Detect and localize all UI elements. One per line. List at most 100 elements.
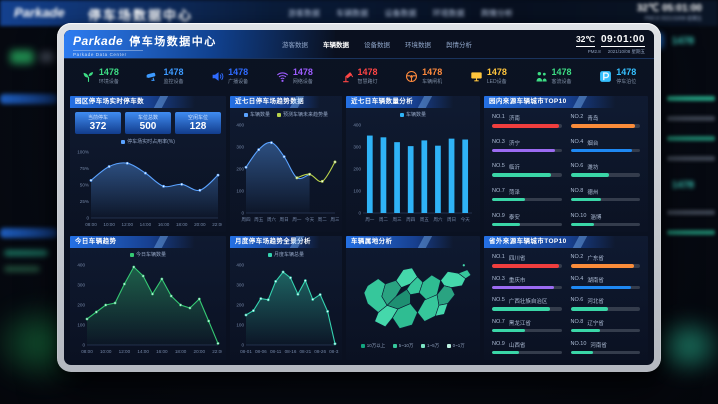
rank-bar — [492, 197, 562, 202]
svg-text:75%: 75% — [80, 166, 89, 171]
svg-text:12:00: 12:00 — [122, 222, 134, 227]
stat-item: 1478 环境设备 — [68, 67, 133, 85]
occupancy-line-chart: 100% 75% 50% 25% 008:00 10:00 12:00 14:00 16:00 1… — [77, 150, 222, 227]
rank-bar — [570, 350, 640, 354]
legend-item: 10万以上 — [361, 343, 385, 349]
wifi-icon — [276, 70, 289, 83]
region-name: 湖南省 — [587, 277, 604, 284]
region-name: 潍坊 — [587, 165, 599, 172]
top10-item[interactable]: NO.6 河北省 — [570, 297, 640, 311]
shandong-map[interactable] — [350, 259, 476, 341]
panel-header: 园区停车场实时停车数 — [70, 96, 226, 108]
top10-item[interactable]: NO.2 青岛 — [570, 114, 640, 128]
background-logo: Parkade — [14, 5, 65, 20]
nav-item-0[interactable]: 游客数据 — [282, 42, 308, 49]
top10-item[interactable]: NO.3 重庆市 — [492, 276, 562, 290]
background-blur-shape — [0, 94, 58, 104]
top10-item[interactable]: NO.7 菏泽 — [492, 188, 562, 202]
svg-text:周五: 周五 — [254, 217, 264, 223]
stat-label: 客流设备 — [551, 78, 572, 85]
top10-item[interactable]: NO.1 四川省 — [492, 254, 562, 268]
svg-text:100: 100 — [353, 189, 361, 194]
top10-item[interactable]: NO.6 潍坊 — [570, 163, 640, 177]
parking-stat-box: 当前停车 372 — [75, 112, 121, 134]
nav-item-1[interactable]: 车辆数据 — [323, 42, 349, 49]
panel-city-top10: 园内来源车辆城市TOP10 NO.1 济南 NO.2 青岛 NO.3 济宁 NO… — [484, 96, 648, 232]
svg-text:0: 0 — [82, 343, 85, 348]
nav-item-2[interactable]: 设备数据 — [364, 42, 390, 49]
stat-value: 1478 — [551, 66, 572, 77]
time-block: 32℃ 09:01:00 PM2.8 2021/10/08 星期五 — [575, 34, 645, 55]
rank-bar — [492, 307, 562, 311]
background-blur-shape — [40, 52, 54, 62]
svg-text:08-31: 08-31 — [329, 349, 339, 354]
background-blur-shape — [10, 50, 34, 64]
svg-text:18:00: 18:00 — [175, 349, 187, 354]
rank-label: NO.1 — [492, 114, 505, 120]
nav-item-3[interactable]: 环境数据 — [405, 42, 431, 49]
realtime-stat-boxes: 当前停车 372 车位总数 500 空闲车位 128 — [70, 108, 226, 135]
background-blur-shape — [667, 210, 715, 215]
svg-text:周五: 周五 — [420, 217, 430, 223]
background-title: 停车场数据中心 — [88, 8, 194, 23]
stat-value: 1478 — [292, 66, 313, 77]
top10-item[interactable]: NO.4 烟台 — [570, 139, 640, 153]
rank-bar — [492, 328, 562, 333]
top10-item[interactable]: NO.3 济宁 — [492, 139, 562, 153]
svg-text:18:00: 18:00 — [176, 222, 188, 227]
top10-item[interactable]: NO.1 济南 — [492, 114, 562, 128]
top10-item[interactable]: NO.4 湖南省 — [570, 275, 640, 290]
stat-box-label: 空闲车位 — [187, 114, 208, 121]
svg-text:周日: 周日 — [447, 217, 456, 223]
legend-item: 0~1万 — [447, 343, 465, 349]
stat-box-value: 500 — [139, 120, 157, 132]
top10-item[interactable]: NO.8 德州 — [570, 188, 640, 202]
top10-item[interactable]: NO.5 广西壮族自治区 — [492, 297, 562, 311]
rank-label: NO.5 — [492, 163, 505, 170]
rank-label: NO.4 — [570, 275, 584, 282]
top10-item[interactable]: NO.9 山西省 — [492, 341, 562, 354]
panel-province-top10: 省外来源车辆城市TOP10 NO.1 四川省 NO.2 广东省 NO.3 重庆市… — [484, 236, 648, 360]
background-blur-shape — [667, 156, 715, 161]
svg-text:周四: 周四 — [241, 217, 251, 223]
region-name: 济宁 — [508, 140, 520, 147]
top10-item[interactable]: NO.9 泰安 — [492, 213, 562, 226]
rank-label: NO.10 — [570, 212, 587, 219]
speaker-icon — [211, 70, 224, 83]
rank-label: NO.6 — [570, 297, 584, 304]
rank-bar — [570, 148, 640, 153]
dashboard-screen: Parkade 停车场数据中心 Parkade Data Center 游客数据… — [64, 30, 654, 365]
svg-text:12:00: 12:00 — [119, 349, 131, 354]
legend-item: 5~10万 — [393, 343, 413, 349]
rank-bar — [570, 173, 640, 177]
svg-text:周一: 周一 — [365, 217, 375, 223]
svg-text:0: 0 — [241, 211, 244, 216]
region-name: 河南省 — [590, 342, 607, 349]
nav-item-4[interactable]: 舆情分析 — [446, 42, 472, 49]
svg-text:100%: 100% — [77, 150, 89, 155]
chart-legend: 月度车辆总量 — [230, 250, 342, 259]
stat-item: 1478 LED设备 — [456, 67, 521, 85]
region-name: 泰安 — [508, 214, 520, 221]
today-area-chart: 400 300 200 100 008:00 10:00 12:00 14:00 16:00 18… — [77, 263, 222, 354]
panel-7day-count: 近七日车辆数量分析 车辆数量 400 300 200 100 0 周一 周二 周三 周四 周五 周六… — [346, 96, 480, 232]
top10-list: NO.1 四川省 NO.2 广东省 NO.3 重庆市 NO.4 湖南省 NO.5… — [484, 248, 648, 360]
parking-stat-box: 车位总数 500 — [125, 112, 171, 134]
chart-legend: 停车场实时占用率(%) — [70, 137, 226, 146]
region-name: 烟台 — [587, 140, 599, 147]
svg-text:100: 100 — [236, 189, 244, 194]
top10-item[interactable]: NO.10 淄博 — [570, 212, 640, 226]
top10-item[interactable]: NO.5 临沂 — [492, 163, 562, 177]
top10-item[interactable]: NO.2 广东省 — [570, 254, 640, 268]
top10-item[interactable]: NO.10 河南省 — [570, 341, 640, 354]
panel-title: 省外来源车辆城市TOP10 — [489, 238, 567, 245]
region-name: 广西壮族自治区 — [508, 299, 548, 306]
svg-text:400: 400 — [236, 263, 244, 268]
rank-bar — [492, 350, 562, 354]
stat-item: 1478 车辆闸机 — [391, 67, 456, 85]
region-name: 菏泽 — [508, 189, 520, 196]
svg-text:400: 400 — [236, 123, 244, 128]
parking-stat-box: 空闲车位 128 — [175, 112, 221, 134]
top10-item[interactable]: NO.8 辽宁省 — [570, 319, 640, 333]
top10-item[interactable]: NO.7 黑龙江省 — [492, 319, 562, 333]
